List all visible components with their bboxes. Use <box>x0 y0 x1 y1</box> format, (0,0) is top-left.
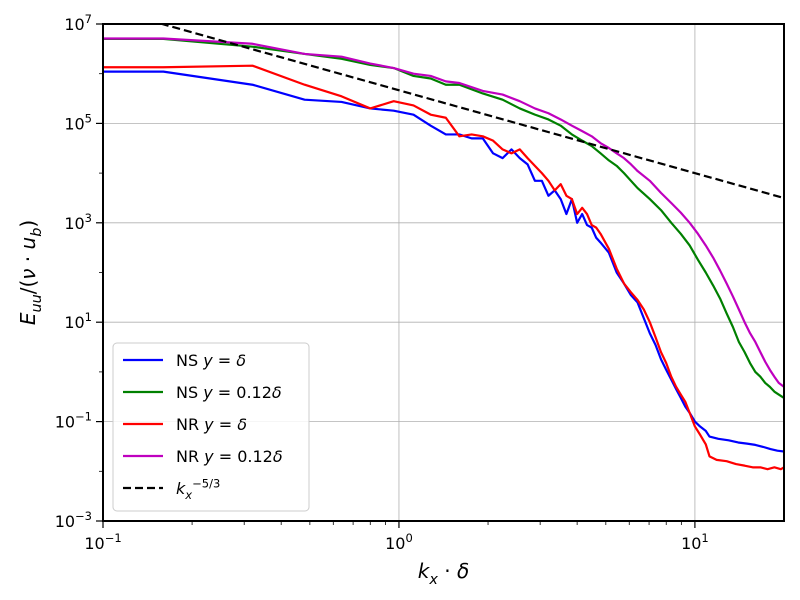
text-part: k <box>418 559 431 583</box>
y-tick-label: 105 <box>64 111 92 133</box>
text-part: 10 <box>84 534 104 553</box>
text-part: δ <box>237 415 247 434</box>
text-part: 0 <box>405 531 412 545</box>
text-part: δ <box>236 351 246 370</box>
text-part: /( <box>16 280 40 295</box>
text-part: −1 <box>75 410 92 424</box>
x-tick-label: 101 <box>681 531 709 553</box>
series-line-2 <box>103 64 784 471</box>
text-part: 10 <box>64 214 84 233</box>
y-tick-label: 10−1 <box>55 410 92 432</box>
text-part: δ <box>457 559 469 583</box>
legend-label-3: NR y = 0.12δ <box>176 447 283 466</box>
x-tick-label: 10−1 <box>84 531 121 553</box>
text-part: 5 <box>85 111 92 125</box>
text-part: 1 <box>701 531 708 545</box>
text-part: 1 <box>85 310 92 324</box>
text-part: uu <box>29 294 45 312</box>
legend-label-1: NS y = 0.12δ <box>176 383 282 402</box>
text-part: = 0.12 <box>213 383 272 402</box>
text-part: u <box>16 237 40 250</box>
series-line-4 <box>158 24 784 200</box>
legend-label-2: NR y = δ <box>176 415 247 434</box>
text-part: y <box>202 383 213 402</box>
legend-label-4: kx−5/3 <box>176 477 220 502</box>
text-part: ) <box>16 220 40 228</box>
text-part: = 0.12 <box>214 447 273 466</box>
text-part: 7 <box>85 12 92 26</box>
text-part: ν <box>16 269 40 280</box>
text-part: −3 <box>75 509 92 523</box>
text-part: = <box>214 415 238 434</box>
text-part: −5/3 <box>192 477 220 491</box>
text-part: 3 <box>85 211 92 225</box>
y-tick-label: 107 <box>64 12 92 34</box>
text-part: x <box>428 572 438 588</box>
text-part: 10 <box>64 313 84 332</box>
series-line-1 <box>103 37 784 399</box>
y-tick-label: 10−3 <box>55 509 92 531</box>
text-part: 10 <box>681 534 701 553</box>
legend-label-0: NS y = δ <box>176 351 246 370</box>
text-part: 10 <box>55 512 75 531</box>
text-part: 10 <box>64 15 84 34</box>
text-part: 10 <box>64 114 84 133</box>
text-part: 10 <box>385 534 405 553</box>
text-part: y <box>203 415 214 434</box>
text-part: δ <box>272 383 282 402</box>
y-tick-label: 103 <box>64 211 92 233</box>
series-group <box>103 24 784 471</box>
x-tick-label: 100 <box>385 531 413 553</box>
text-part: NS <box>176 351 203 370</box>
text-part: NS <box>176 383 203 402</box>
text-part: E <box>16 312 40 325</box>
text-part: b <box>29 228 45 237</box>
text-part: · <box>16 249 40 268</box>
text-part: y <box>203 447 214 466</box>
text-part: k <box>176 479 186 498</box>
series-line-3 <box>103 37 784 388</box>
text-part: NR <box>176 415 204 434</box>
legend-box <box>112 342 310 512</box>
text-part: x <box>184 488 192 502</box>
series-line-0 <box>103 70 784 453</box>
y-axis-title: Euu/(ν · ub) <box>16 220 45 325</box>
text-part: y <box>202 351 213 370</box>
text-part: NR <box>176 447 204 466</box>
text-part: = <box>213 351 237 370</box>
y-tick-label: 101 <box>64 310 92 332</box>
text-part: −1 <box>105 531 122 545</box>
text-part: 10 <box>55 413 75 432</box>
x-axis-title: kx · δ <box>418 559 469 588</box>
text-part: · <box>438 559 457 583</box>
text-part: δ <box>273 447 283 466</box>
